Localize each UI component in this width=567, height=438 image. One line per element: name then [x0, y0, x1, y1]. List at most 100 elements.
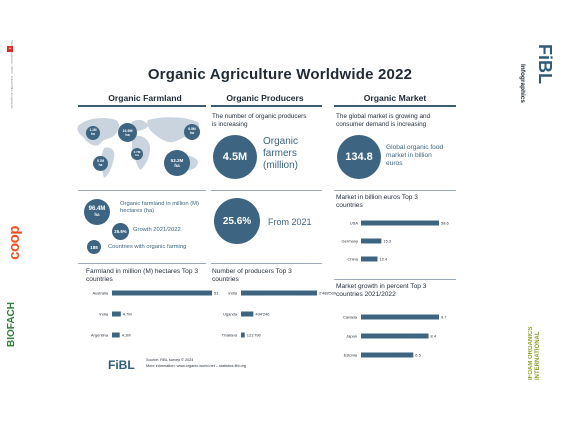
producers-chart-title: Number of producers Top 3 countries [212, 268, 292, 283]
bubble-unit: ha [98, 162, 103, 167]
countries-value: 188 [90, 244, 98, 250]
biofach-logo: BIOFACH [6, 302, 17, 347]
market-big-circle: 134.8 [337, 135, 381, 179]
bar-value-label: 9.7 [441, 315, 447, 320]
world-map [77, 117, 200, 178]
coop-logo: coop [6, 226, 23, 260]
bar-category-label: India [99, 312, 108, 317]
partner-fineprint: Swiss Confederation · SECO · Federal Off… [10, 40, 13, 109]
producers-big-circle: 4.5M [213, 135, 257, 179]
farmland-hectares-label: Organic farmland in million (M) hectares… [120, 201, 199, 215]
bar-value-label: 121'790 [247, 333, 262, 338]
producers-big-label: Organic farmers (million) [263, 136, 299, 171]
bar-category-label: USA [350, 221, 359, 226]
footer-source: Source: FiBL survey © 2024 [146, 358, 194, 362]
growth-value: 25.6% [114, 229, 127, 234]
bar-category-label: Uganda [223, 312, 238, 317]
bubble-value: 16.9M [122, 128, 133, 133]
bar-category-label: Estonia [344, 353, 358, 358]
producers-growth-value: 25.6% [222, 215, 252, 227]
bar-value-label: 4.7M [123, 312, 132, 317]
farmland-heading: Organic Farmland [108, 93, 182, 103]
bubble-value: 1.1M [89, 128, 97, 133]
bubble-unit: ha [91, 132, 95, 136]
farmland-divider [78, 190, 206, 191]
farmland-hectares-circle: 96.4M ha [84, 199, 110, 225]
bar-value-label: 53.2M [214, 291, 218, 296]
bar-value-label: 2'488'500 [319, 291, 336, 296]
farmland-growth-label: Growth 2021/2022 [133, 227, 181, 233]
bar-category-label: Australia [92, 291, 108, 296]
bubble-value: 2.7M [133, 149, 141, 154]
market-big-value: 134.8 [345, 151, 373, 163]
bar-value-label: 58.6 [441, 221, 450, 226]
bubble-unit: ha [190, 131, 194, 135]
hectares-value: 96.4M [88, 205, 106, 212]
producers-rule [211, 105, 322, 107]
bar-category-label: Japan [346, 334, 357, 339]
infographics-label: Infographics [519, 64, 526, 104]
ifoam-logo: IFOAM ORGANICS INTERNATIONAL [528, 320, 554, 380]
farmland-bar-chart: Australia 53.2M India 4.7M Argentina 4.1M [91, 290, 218, 338]
map-bubble-oceania: 53.2M ha [164, 150, 190, 176]
bar [112, 311, 121, 317]
bar-category-label: India [228, 291, 237, 296]
map-bubble-africa: 2.7M ha [131, 148, 143, 160]
map-bubble-north-america: 1.1M ha [86, 126, 100, 140]
bar-value-label: 404'246 [255, 312, 270, 317]
bar [112, 290, 212, 296]
farmland-countries-label: Countries with organic farming [108, 244, 187, 250]
bar-category-label: China [348, 257, 359, 262]
bar-category-label: Germany [342, 239, 358, 244]
bar-value-label: 6.5 [415, 353, 421, 358]
bubble-value: 5.7M [96, 158, 105, 163]
bar-value-label: 8.4 [431, 334, 437, 339]
bar-value-label: 4.1M [122, 333, 131, 338]
bubble-unit: ha [125, 132, 130, 137]
bar [361, 238, 382, 244]
producers-growth-label: From 2021 [268, 217, 312, 227]
market-chart1-title: Market in billion euros Top 3 countries [336, 194, 418, 209]
bar [241, 332, 245, 338]
farmland-rule [78, 105, 206, 107]
fibl-logo: FiBL [535, 44, 555, 84]
farmland-growth-circle: 25.6% [112, 223, 129, 240]
footer-more-info: More information: www.organic-world.net … [146, 364, 247, 368]
producers-intro: The number of organic producers is incre… [212, 113, 307, 128]
map-bubble-asia: 6.5M ha [184, 124, 200, 140]
market-rule [334, 105, 456, 107]
map-bubble-latin-america: 5.7M ha [93, 156, 108, 171]
bar [241, 290, 317, 296]
market-chart2-title: Market growth in percent Top 3 countries… [336, 283, 427, 298]
bubble-value: 6.5M [188, 127, 196, 132]
bubble-value: 53.2M [170, 158, 184, 163]
market-big-label: Global organic food market in billion eu… [386, 144, 444, 167]
market-chart-divider [334, 279, 456, 280]
producers-bar-chart: India 2'488'500 Uganda 404'246 Thailand 121'7… [222, 290, 336, 338]
farmland-chart-title: Farmland in million (M) hectares Top 3 c… [86, 268, 199, 283]
market-size-bar-chart: USA 58.6 Germany 15.3 China 12.4 [342, 220, 450, 262]
map-bubble-europe: 16.9M ha [118, 123, 137, 142]
farmland-chart-divider [78, 263, 206, 264]
bar-value-label: 12.4 [380, 257, 389, 262]
footer-fibl-logo: FiBL [108, 358, 135, 372]
producers-growth-circle: 25.6% [214, 198, 260, 244]
bar [361, 352, 414, 358]
page-title: Organic Agriculture Worldwide 2022 [147, 66, 413, 83]
farmland-countries-circle: 188 [87, 240, 101, 254]
ifoam-logo-text: IFOAM ORGANICS INTERNATIONAL [528, 326, 541, 380]
market-intro: The global market is growing and consume… [336, 113, 431, 128]
producers-big-value: 4.5M [222, 151, 248, 163]
producers-divider [211, 190, 322, 191]
hectares-unit: ha [94, 212, 100, 217]
bar [361, 314, 439, 320]
producers-heading: Organic Producers [226, 93, 304, 103]
bar-category-label: Canada [343, 315, 358, 320]
bar-category-label: Thailand [222, 333, 237, 338]
market-divider [334, 190, 456, 191]
bubble-unit: ha [135, 153, 139, 157]
producers-chart-divider [211, 263, 322, 264]
bar [112, 332, 120, 338]
bubble-unit: ha [174, 163, 180, 168]
market-growth-bar-chart: Canada 9.7 Japan 8.4 Estonia 6.5 [343, 314, 447, 358]
